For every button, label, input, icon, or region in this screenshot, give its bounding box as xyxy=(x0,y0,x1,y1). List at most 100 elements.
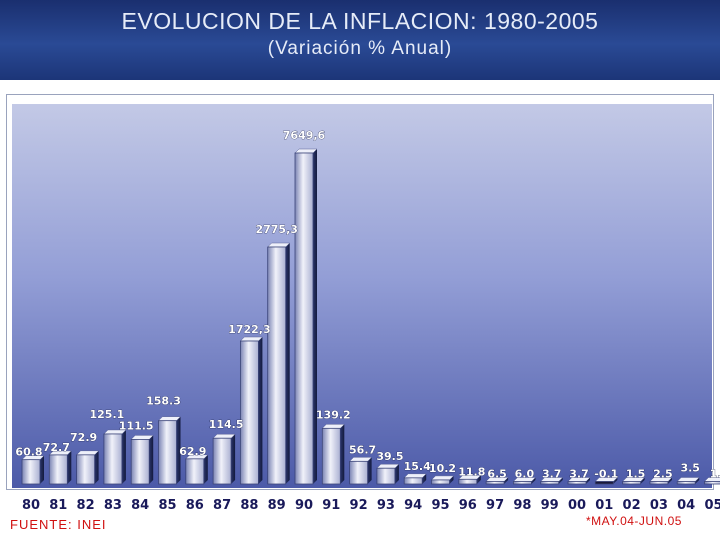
bar-side xyxy=(613,477,618,484)
x-tick-label: 83 xyxy=(104,498,122,513)
data-label: 2.5 xyxy=(653,468,673,481)
x-tick-label: 87 xyxy=(213,498,231,513)
x-tick-label: 05 xyxy=(704,498,720,513)
data-label: 125.1 xyxy=(90,408,125,421)
bar-top xyxy=(430,475,455,481)
data-label: 1722,3 xyxy=(228,323,270,336)
chart-subtitle: (Variación % Anual) xyxy=(267,38,453,59)
bar-side xyxy=(476,475,481,484)
period-note: *MAY.04-JUN.05 xyxy=(586,514,682,528)
x-tick-label: 97 xyxy=(486,498,504,513)
bar-top xyxy=(75,450,100,456)
data-label: 10.2 xyxy=(429,462,456,475)
x-tick-label: 90 xyxy=(295,498,313,513)
x-tick-label: 04 xyxy=(677,498,695,513)
bar-side xyxy=(94,450,99,484)
bar xyxy=(376,467,396,485)
data-label: 56.7 xyxy=(349,443,376,456)
bar-side xyxy=(531,477,536,484)
bar-side xyxy=(203,454,208,484)
bar xyxy=(212,437,232,485)
x-tick-label: 86 xyxy=(186,498,204,513)
bar-side xyxy=(640,477,645,484)
bar-side xyxy=(231,434,236,484)
bar-side xyxy=(695,477,700,484)
bar-side xyxy=(67,450,72,484)
data-label: 15.4 xyxy=(404,460,431,473)
data-label: 1.5 xyxy=(626,468,646,481)
bar-top xyxy=(130,435,154,440)
x-tick-label: 84 xyxy=(131,498,149,513)
data-label: 60.8 xyxy=(15,446,42,459)
bar-side xyxy=(558,477,563,484)
bar-side xyxy=(667,477,672,484)
bar xyxy=(130,438,150,485)
x-tick-label: 96 xyxy=(459,498,477,513)
plot-area xyxy=(12,104,712,488)
bar xyxy=(594,481,614,485)
bar xyxy=(48,454,68,485)
bar-side xyxy=(422,473,427,484)
plot-frame xyxy=(6,94,714,490)
bar-side xyxy=(340,424,345,484)
data-label: -0.1 xyxy=(594,468,618,481)
data-label: 158.3 xyxy=(146,395,181,408)
data-label: 72.9 xyxy=(70,431,97,444)
data-label: 1.5 xyxy=(710,468,720,481)
bar-top xyxy=(348,457,373,462)
x-tick-label: 91 xyxy=(322,498,340,513)
bar xyxy=(458,478,478,485)
x-tick-label: 98 xyxy=(513,498,531,513)
bar-side xyxy=(40,455,44,484)
bar-side xyxy=(367,457,372,484)
x-tick-label: 81 xyxy=(49,498,67,513)
bar-side xyxy=(121,429,126,484)
bar xyxy=(403,477,423,485)
bar-side xyxy=(586,477,590,484)
data-label: 39.5 xyxy=(376,450,403,463)
data-label: 111.5 xyxy=(119,419,154,432)
bar-top xyxy=(157,416,182,421)
bar-side xyxy=(285,243,290,484)
source-note: FUENTE: INEI xyxy=(10,517,107,532)
bar-side xyxy=(149,435,154,484)
x-tick-label: 89 xyxy=(268,498,286,513)
data-label: 139.2 xyxy=(316,408,351,421)
bar xyxy=(513,481,532,485)
bar xyxy=(76,454,95,485)
bar xyxy=(622,481,641,485)
data-label: 62.9 xyxy=(179,445,206,458)
bar-side xyxy=(176,416,181,484)
data-label: 3.7 xyxy=(569,468,589,481)
bar xyxy=(321,427,341,485)
x-tick-label: 80 xyxy=(22,498,40,513)
banner-divider xyxy=(0,80,720,88)
bar-top xyxy=(403,473,427,479)
x-tick-label: 82 xyxy=(77,498,95,513)
bar-top xyxy=(212,433,236,439)
x-tick-label: 00 xyxy=(568,498,586,513)
bar-side xyxy=(449,475,454,484)
data-label: 7649,6 xyxy=(283,129,326,142)
bar xyxy=(349,460,369,485)
bar xyxy=(431,479,450,485)
bar xyxy=(540,481,560,485)
bar xyxy=(567,481,587,485)
bar xyxy=(676,481,696,485)
bar-side xyxy=(313,149,317,484)
bar xyxy=(649,481,669,485)
x-tick-label: 88 xyxy=(240,498,258,513)
data-label: 6.5 xyxy=(487,467,507,480)
bar-top xyxy=(267,242,291,248)
bar xyxy=(103,433,123,485)
data-label: 72.7 xyxy=(43,441,70,454)
bar-top xyxy=(239,336,264,342)
title-banner: EVOLUCION DE LA INFLACION: 1980-2005 (Va… xyxy=(0,0,720,80)
bar xyxy=(294,152,314,485)
x-tick-label: 02 xyxy=(623,498,641,513)
data-label: 2775,3 xyxy=(255,223,297,236)
bar xyxy=(185,458,205,485)
bar-side xyxy=(504,477,509,484)
bar xyxy=(239,340,259,485)
